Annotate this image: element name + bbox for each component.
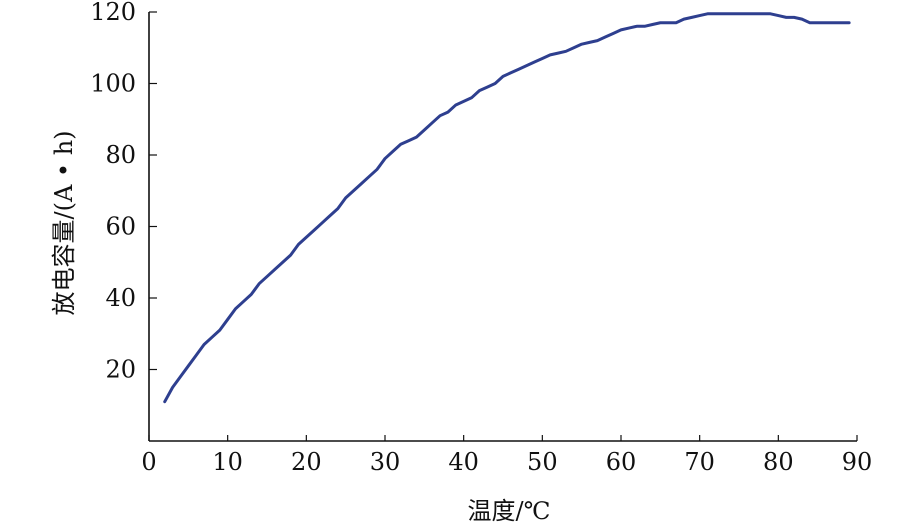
x-tick-label: 0: [141, 448, 156, 476]
x-tick-label: 50: [527, 448, 558, 476]
y-tick-label: 80: [105, 141, 136, 169]
x-tick-label: 90: [842, 448, 873, 476]
series-layer: [163, 12, 851, 404]
x-tick-label: 40: [448, 448, 479, 476]
x-tick-label: 20: [291, 448, 322, 476]
x-tick-label: 10: [212, 448, 243, 476]
y-tick-label: 120: [90, 0, 136, 26]
y-tick-label: 60: [105, 213, 136, 241]
y-tick-label: 20: [105, 356, 136, 384]
x-tick-label: 70: [684, 448, 715, 476]
labels-layer: 温度/℃ 放电容量/(A • h): [50, 130, 550, 525]
x-tick-label: 60: [606, 448, 637, 476]
x-axis-label: 温度/℃: [468, 497, 551, 525]
ticks-layer: 0 10 20 30 40 50 60 70 80 90 20 40 60 80 100 120: [90, 0, 872, 476]
x-tick-label: 80: [763, 448, 794, 476]
y-tick-label: 40: [105, 284, 136, 312]
y-axis-label: 放电容量/(A • h): [50, 130, 78, 315]
series-line: [163, 12, 851, 404]
y-tick-label: 100: [90, 70, 136, 98]
x-tick-label: 30: [370, 448, 401, 476]
